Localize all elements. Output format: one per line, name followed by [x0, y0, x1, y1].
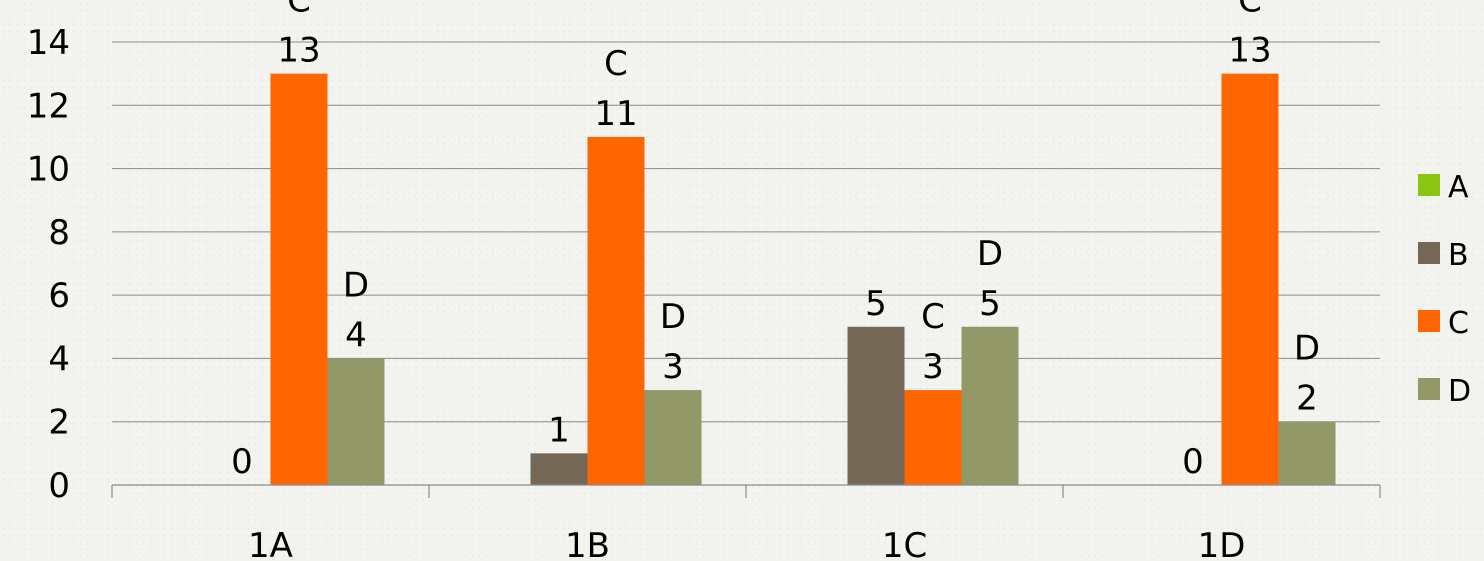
data-label-1D-B: 0 [1182, 442, 1204, 482]
data-label-1A-C: 13 [277, 31, 320, 71]
data-label-1A-D: 4 [345, 315, 367, 355]
data-label-1D-D: D [1294, 329, 1320, 369]
y-tick-label: 14 [27, 23, 70, 63]
legend-label: C [1448, 306, 1469, 341]
legend-swatch-A [1418, 174, 1440, 196]
y-tick-label: 6 [48, 276, 70, 316]
data-label-1C-C: C [921, 297, 945, 337]
data-label-1C-D: 5 [979, 284, 1001, 324]
x-axis [111, 484, 1381, 498]
data-label-1A-B: 0 [231, 442, 253, 482]
data-label-1B-B: 1 [548, 410, 570, 450]
y-tick-label: 12 [27, 86, 70, 126]
bar-1A-C [270, 73, 328, 486]
legend-swatch-C [1418, 310, 1440, 332]
y-tick-label: 2 [48, 403, 70, 443]
bar-1A-D [327, 358, 385, 485]
bar-1B-B [530, 453, 588, 485]
bars [270, 73, 1336, 486]
data-label-1D-D: 2 [1296, 379, 1318, 419]
x-category-label: 1A [248, 526, 293, 561]
y-tick-label: 4 [48, 339, 70, 379]
legend-label: B [1448, 238, 1469, 273]
data-label-1D-C: C [1238, 0, 1262, 21]
data-label-1B-C: 11 [594, 94, 637, 134]
data-label-1D-C: 13 [1228, 31, 1271, 71]
x-axis-labels: 1A 1B 1C 1D [248, 526, 1245, 561]
data-label-1B-C: C [604, 44, 628, 84]
bar-1C-B [847, 326, 905, 485]
bar-1D-D [1278, 421, 1336, 485]
legend-swatch-B [1418, 242, 1440, 264]
data-label-1C-D: D [977, 234, 1003, 274]
data-label-1B-D: 3 [662, 347, 684, 387]
y-tick-label: 8 [48, 213, 70, 253]
bar-1B-D [644, 390, 702, 485]
legend-swatch-D [1418, 378, 1440, 400]
x-category-label: 1C [882, 526, 927, 561]
data-label-1A-D: D [343, 265, 369, 305]
y-axis-ticks: 0 2 4 6 8 10 12 14 [27, 23, 70, 506]
legend-label: D [1448, 374, 1471, 409]
legend-label: A [1448, 170, 1469, 205]
data-label-1C-C: 3 [922, 347, 944, 387]
data-label-1A-C: C [287, 0, 311, 21]
bar-1B-C [587, 136, 645, 485]
y-tick-label: 10 [27, 150, 70, 190]
y-tick-label: 0 [48, 466, 70, 506]
x-category-label: 1D [1198, 526, 1246, 561]
bar-1C-D [961, 326, 1019, 485]
bar-1D-C [1221, 73, 1279, 486]
data-label-1B-D: D [660, 297, 686, 337]
bar-1C-C [904, 390, 962, 485]
data-label-1C-B: 5 [865, 284, 887, 324]
x-category-label: 1B [565, 526, 610, 561]
